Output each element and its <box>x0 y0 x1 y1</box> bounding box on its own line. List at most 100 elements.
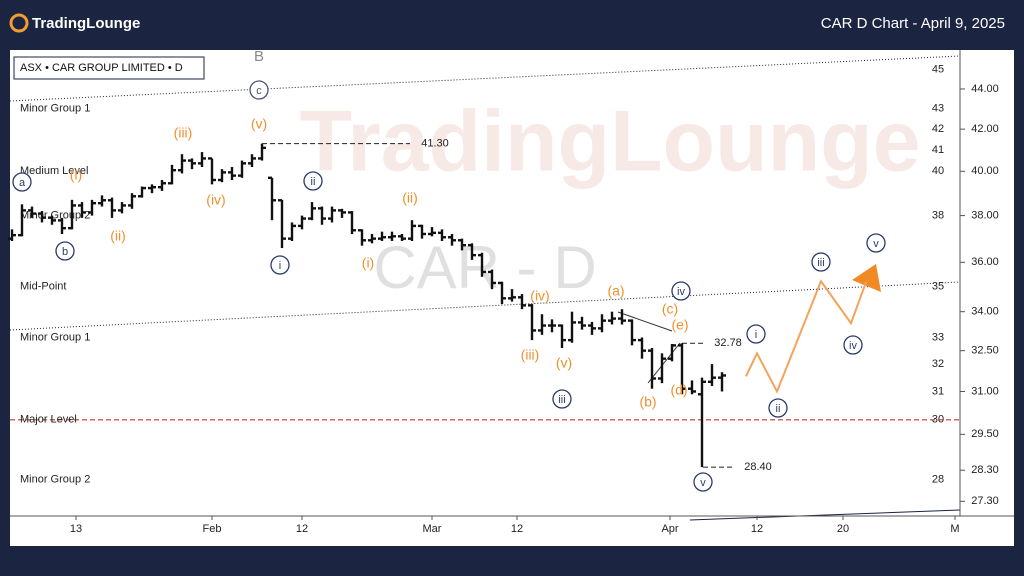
ohlc-bar <box>488 269 496 290</box>
wave-label: ii <box>776 403 781 415</box>
x-tick-label: 13 <box>70 523 82 535</box>
wave-circle <box>693 472 713 492</box>
ohlc-bar <box>448 233 456 246</box>
ohlc-bar <box>228 166 236 180</box>
ohlc-bar <box>568 311 576 343</box>
wave-label: (iii) <box>174 125 193 141</box>
ohlc-bar <box>688 380 696 395</box>
ohlc-bar <box>598 314 606 333</box>
y-tick-label: 28.30 <box>971 464 999 476</box>
level-label: Minor Group 1 <box>20 103 90 115</box>
wave-label: iv <box>849 340 857 352</box>
ohlc-bar <box>538 314 546 335</box>
wave-label: (i) <box>362 255 374 271</box>
ohlc-bar <box>108 197 116 218</box>
ohlc-bar <box>578 316 586 330</box>
price-label: 28.40 <box>744 461 772 473</box>
wave-label: iv <box>677 286 685 298</box>
ohlc-bar <box>478 252 486 277</box>
ohlc-bar <box>428 227 436 237</box>
wave-circle <box>552 389 572 409</box>
ohlc-bar <box>238 160 246 178</box>
ohlc-bar <box>558 324 566 349</box>
ohlc-bar <box>218 169 226 183</box>
y-tick-label: 27.30 <box>971 495 999 507</box>
logo-icon <box>9 13 29 33</box>
y-tick-label: 38.00 <box>971 210 999 222</box>
wave-label: (a) <box>607 283 624 299</box>
ohlc-bar <box>518 294 526 310</box>
x-tick-label: Apr <box>661 523 678 535</box>
wave-label: (iii) <box>521 347 540 363</box>
wave-label: ii <box>311 176 316 188</box>
ohlc-bar <box>328 206 336 223</box>
wave-circle <box>249 80 269 100</box>
ohlc-bar <box>618 309 626 325</box>
ohlc-bar <box>668 344 676 362</box>
wave-label: (v) <box>251 116 267 132</box>
x-tick-label: 12 <box>296 523 308 535</box>
y-tick-label: 34.00 <box>971 306 999 318</box>
level-label: Minor Group 2 <box>20 473 90 485</box>
level-tick-label: 28 <box>932 473 944 485</box>
ohlc-bar <box>458 238 466 251</box>
level-label: Minor Group 1 <box>20 331 90 343</box>
ohlc-bar <box>308 202 316 221</box>
wave-circle <box>671 281 691 301</box>
ohlc-bar <box>498 281 506 305</box>
wave-label: (ii) <box>402 190 418 206</box>
level-tick-label: 42 <box>932 123 944 135</box>
ohlc-bar <box>18 204 26 237</box>
wave-label: (iv) <box>206 192 225 208</box>
ohlc-bar <box>138 186 146 198</box>
ohlc-bar <box>248 154 256 167</box>
wave-label: (c) <box>662 301 678 317</box>
level-tick-label: 41 <box>932 144 944 156</box>
ohlc-bar <box>368 233 376 244</box>
ohlc-bar <box>648 348 656 389</box>
ohlc-bar <box>708 364 716 386</box>
ohlc-bar <box>588 321 596 335</box>
y-tick-label: 31.00 <box>971 385 999 397</box>
level-tick-label: 35 <box>932 281 944 293</box>
price-label: 41.30 <box>421 138 449 150</box>
channel-line <box>9 281 961 331</box>
ohlc-bar <box>608 311 616 325</box>
ohlc-bar <box>168 164 176 185</box>
y-tick-label: 36.00 <box>971 256 999 268</box>
wave-circle <box>843 335 863 355</box>
x-tick-label: 12 <box>751 523 763 535</box>
x-tick-label: 12 <box>511 523 523 535</box>
y-tick-label: 29.50 <box>971 428 999 440</box>
ohlc-bar <box>48 215 56 225</box>
wave-circle <box>303 171 323 191</box>
ohlc-bar <box>358 229 366 246</box>
chart-title: ASX • CAR GROUP LIMITED • D <box>20 62 183 74</box>
ohlc-bar <box>88 199 96 216</box>
ohlc-bar <box>438 229 446 241</box>
ohlc-bar <box>178 154 186 174</box>
wave-label: v <box>873 238 879 250</box>
y-tick-label: 44.00 <box>971 83 999 95</box>
wave-label: v <box>700 477 706 489</box>
level-tick-label: 43 <box>932 103 944 115</box>
wave-label: (v) <box>556 355 572 371</box>
level-tick-label: 33 <box>932 331 944 343</box>
price-label: 32.78 <box>714 337 742 349</box>
wave-label: (ii) <box>110 228 126 244</box>
symbol-watermark: CAR - D <box>373 234 596 301</box>
wave-label: B <box>254 48 264 65</box>
ohlc-bar <box>78 202 86 218</box>
level-tick-label: 40 <box>932 165 944 177</box>
ohlc-bar <box>398 233 406 241</box>
wave-label: iii <box>817 257 824 269</box>
wave-label: iii <box>558 394 565 406</box>
ohlc-bar <box>58 217 66 234</box>
logo: TradingLounge <box>9 13 140 33</box>
ohlc-bar <box>468 243 476 260</box>
wave-circle <box>12 172 32 192</box>
level-tick-label: 31 <box>932 385 944 397</box>
wave-label: (e) <box>671 317 688 333</box>
ohlc-bar <box>628 319 636 346</box>
level-tick-label: 38 <box>932 210 944 222</box>
